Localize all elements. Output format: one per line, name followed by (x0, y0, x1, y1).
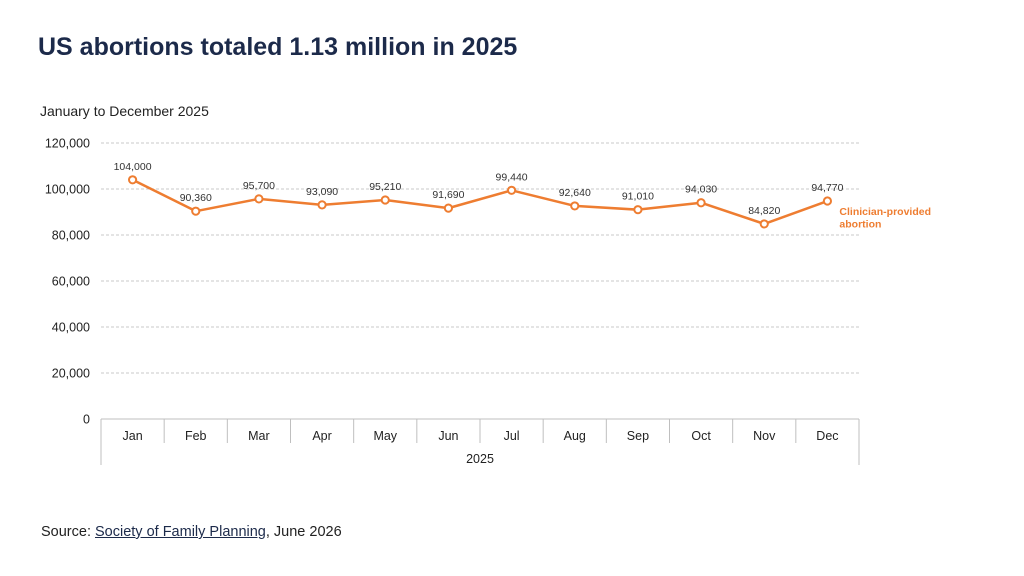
x-tick-label: Jul (504, 429, 520, 443)
source-link[interactable]: Society of Family Planning (95, 524, 266, 540)
data-point (759, 219, 769, 229)
x-tick-label: Sep (627, 429, 649, 443)
series-label: Clinician-provided (839, 206, 931, 218)
data-point (127, 175, 138, 185)
x-tick-label: Jan (123, 429, 143, 443)
data-label: 94,770 (811, 182, 843, 194)
data-label: 91,690 (432, 189, 464, 201)
data-label: 95,210 (369, 181, 401, 193)
y-tick-label: 100,000 (45, 183, 90, 197)
y-tick-label: 120,000 (45, 137, 90, 151)
data-label: 90,360 (180, 192, 212, 204)
x-tick-label: May (373, 429, 397, 443)
y-tick-label: 40,000 (52, 321, 90, 335)
x-tick-label: Apr (312, 429, 331, 443)
data-point (254, 194, 264, 204)
data-label: 94,030 (685, 184, 717, 196)
x-tick-label: Oct (691, 429, 711, 443)
y-tick-label: 80,000 (52, 229, 90, 243)
source-note: Source: Society of Family Planning, June… (41, 524, 342, 540)
data-point (380, 195, 390, 205)
x-tick-label: Feb (185, 429, 207, 443)
data-label: 104,000 (114, 161, 152, 173)
data-point (696, 198, 706, 208)
data-label: 84,820 (748, 205, 780, 217)
data-point (570, 201, 580, 211)
source-prefix: Source: (41, 524, 95, 540)
chart-subtitle: January to December 2025 (40, 103, 209, 119)
line-chart: 0 20,000 40,000 60,000 80,000 100,000 120,000 J… (45, 137, 931, 467)
series-line (132, 178, 828, 226)
y-tick-label: 60,000 (52, 275, 90, 289)
x-axis-title: 2025 (466, 452, 494, 466)
y-tick-label: 0 (83, 413, 90, 427)
data-label: 95,700 (243, 180, 275, 192)
page-title: US abortions totaled 1.13 million in 202… (38, 33, 518, 61)
data-label: 99,440 (496, 171, 528, 183)
source-suffix: , June 2026 (265, 524, 342, 540)
x-tick-label: Nov (753, 429, 776, 443)
data-label: 92,640 (559, 187, 591, 199)
data-point (191, 206, 201, 216)
data-point (506, 185, 517, 195)
x-tick-label: Mar (248, 429, 270, 443)
series-label: abortion (839, 219, 881, 231)
data-point (822, 196, 833, 206)
data-label: 93,090 (306, 186, 338, 198)
data-point (317, 200, 327, 210)
data-label: 91,010 (622, 191, 654, 203)
x-tick-label: Dec (816, 429, 838, 443)
data-point (633, 205, 643, 215)
y-tick-label: 20,000 (52, 367, 90, 381)
x-tick-label: Jun (438, 429, 458, 443)
x-tick-label: Aug (564, 429, 586, 443)
data-point (443, 203, 454, 213)
